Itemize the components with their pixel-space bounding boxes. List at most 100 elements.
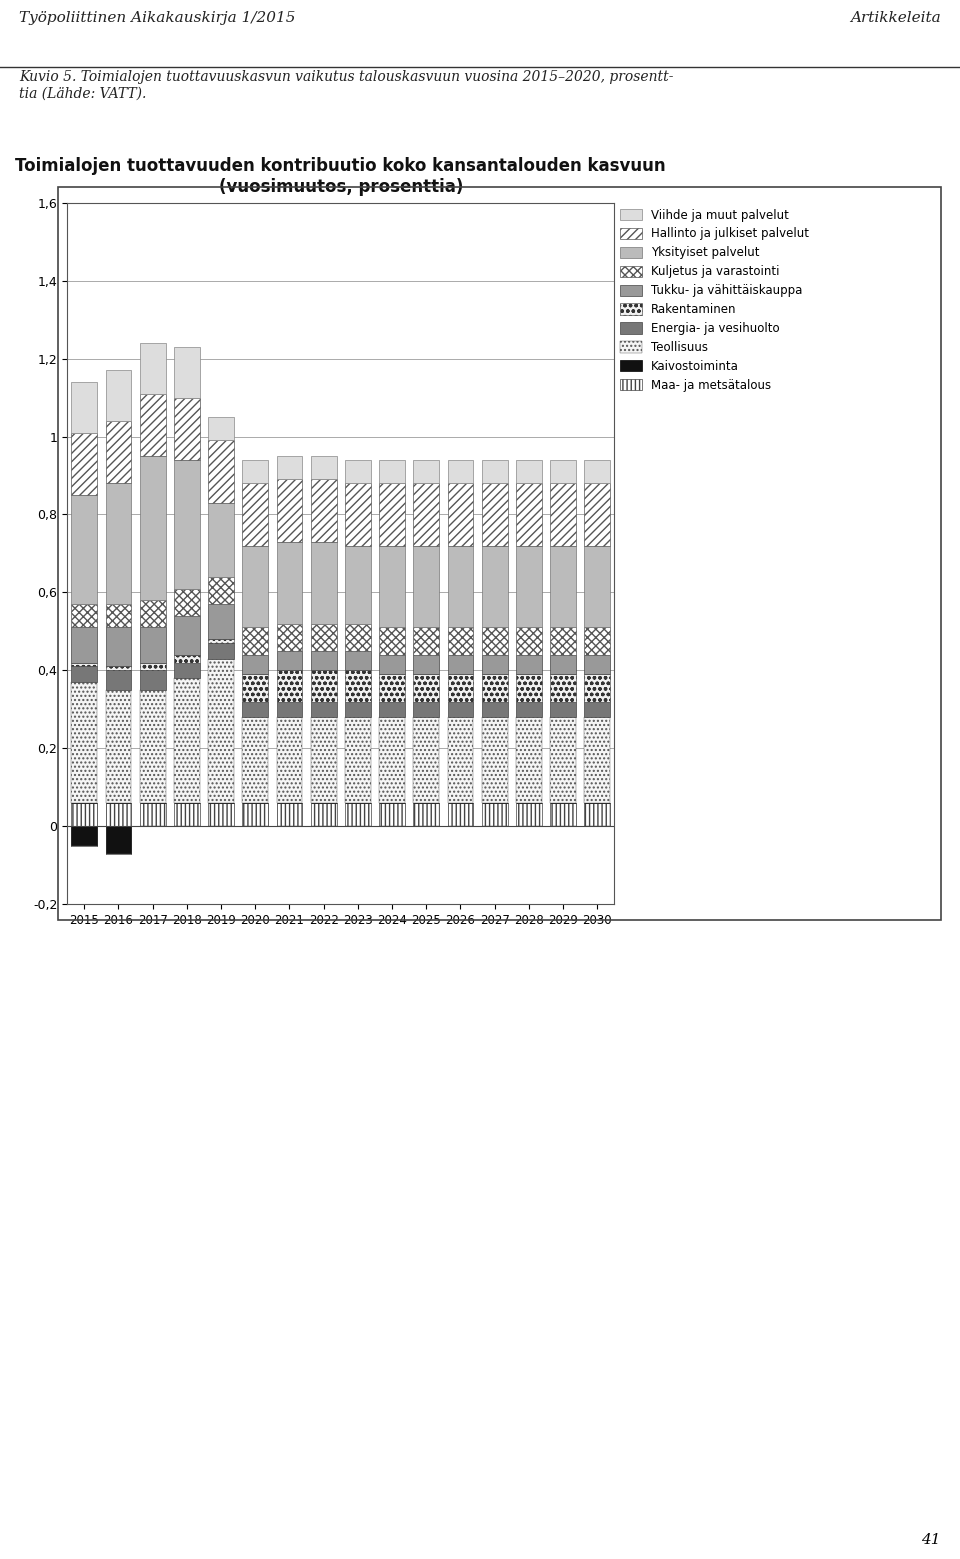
- Bar: [516, 673, 541, 702]
- Bar: [414, 655, 439, 673]
- Bar: [276, 803, 302, 826]
- Bar: [140, 803, 165, 826]
- Bar: [516, 460, 541, 483]
- Bar: [276, 670, 302, 702]
- Title: Toimialojen tuottavuuden kontribuutio koko kansantalouden kasvuun
(vuosimuutos, : Toimialojen tuottavuuden kontribuutio ko…: [15, 157, 666, 195]
- Bar: [447, 702, 473, 717]
- Bar: [71, 605, 97, 627]
- Bar: [106, 667, 132, 670]
- Bar: [345, 702, 371, 717]
- Bar: [516, 717, 541, 803]
- Bar: [71, 628, 97, 663]
- Bar: [106, 627, 132, 667]
- Bar: [482, 702, 508, 717]
- Bar: [243, 803, 268, 826]
- Bar: [243, 546, 268, 627]
- Bar: [447, 627, 473, 655]
- Bar: [482, 717, 508, 803]
- Bar: [140, 689, 165, 803]
- Bar: [276, 543, 302, 624]
- Legend: Viihde ja muut palvelut, Hallinto ja julkiset palvelut, Yksityiset palvelut, Kul: Viihde ja muut palvelut, Hallinto ja jul…: [620, 209, 809, 391]
- Bar: [106, 689, 132, 803]
- Bar: [414, 717, 439, 803]
- Text: 41: 41: [922, 1532, 941, 1547]
- Bar: [243, 673, 268, 702]
- Bar: [311, 652, 337, 670]
- Bar: [174, 588, 200, 616]
- Bar: [243, 717, 268, 803]
- Bar: [585, 803, 611, 826]
- Bar: [71, 382, 97, 432]
- Bar: [345, 460, 371, 483]
- Bar: [311, 717, 337, 803]
- Text: Artikkeleita: Artikkeleita: [850, 11, 941, 25]
- Bar: [379, 655, 405, 673]
- Bar: [243, 483, 268, 546]
- Bar: [447, 483, 473, 546]
- Bar: [482, 673, 508, 702]
- Bar: [311, 624, 337, 652]
- Bar: [311, 803, 337, 826]
- Bar: [414, 702, 439, 717]
- Bar: [140, 670, 165, 689]
- Bar: [585, 655, 611, 673]
- Bar: [516, 655, 541, 673]
- Bar: [447, 546, 473, 627]
- Bar: [311, 670, 337, 702]
- Bar: [71, 494, 97, 605]
- Bar: [243, 460, 268, 483]
- Bar: [208, 504, 234, 577]
- Bar: [414, 627, 439, 655]
- Bar: [174, 663, 200, 678]
- Bar: [208, 605, 234, 639]
- Bar: [208, 803, 234, 826]
- Bar: [208, 639, 234, 642]
- Bar: [345, 803, 371, 826]
- Bar: [550, 483, 576, 546]
- Bar: [516, 702, 541, 717]
- Bar: [140, 343, 165, 394]
- Bar: [345, 652, 371, 670]
- Bar: [140, 394, 165, 455]
- Bar: [379, 673, 405, 702]
- Bar: [345, 483, 371, 546]
- Bar: [482, 655, 508, 673]
- Bar: [414, 460, 439, 483]
- Bar: [276, 480, 302, 543]
- Bar: [71, 667, 97, 683]
- Bar: [243, 655, 268, 673]
- Bar: [516, 546, 541, 627]
- Bar: [311, 702, 337, 717]
- Bar: [106, 803, 132, 826]
- Bar: [311, 480, 337, 543]
- Bar: [585, 673, 611, 702]
- Bar: [482, 546, 508, 627]
- Bar: [208, 642, 234, 659]
- Bar: [71, 433, 97, 496]
- Bar: [447, 717, 473, 803]
- Bar: [447, 655, 473, 673]
- Bar: [550, 546, 576, 627]
- Bar: [414, 546, 439, 627]
- Bar: [585, 483, 611, 546]
- Bar: [276, 717, 302, 803]
- Bar: [414, 483, 439, 546]
- Bar: [243, 702, 268, 717]
- Bar: [276, 455, 302, 480]
- Bar: [140, 663, 165, 670]
- Bar: [379, 803, 405, 826]
- Text: Työpoliittinen Aikakauskirja 1/2015: Työpoliittinen Aikakauskirja 1/2015: [19, 11, 296, 25]
- Bar: [345, 717, 371, 803]
- Bar: [516, 803, 541, 826]
- Bar: [550, 460, 576, 483]
- Bar: [71, 803, 97, 826]
- Bar: [379, 546, 405, 627]
- Bar: [414, 673, 439, 702]
- Bar: [379, 483, 405, 546]
- Bar: [482, 483, 508, 546]
- Bar: [550, 673, 576, 702]
- Bar: [550, 702, 576, 717]
- Bar: [276, 652, 302, 670]
- Bar: [482, 460, 508, 483]
- Bar: [106, 605, 132, 627]
